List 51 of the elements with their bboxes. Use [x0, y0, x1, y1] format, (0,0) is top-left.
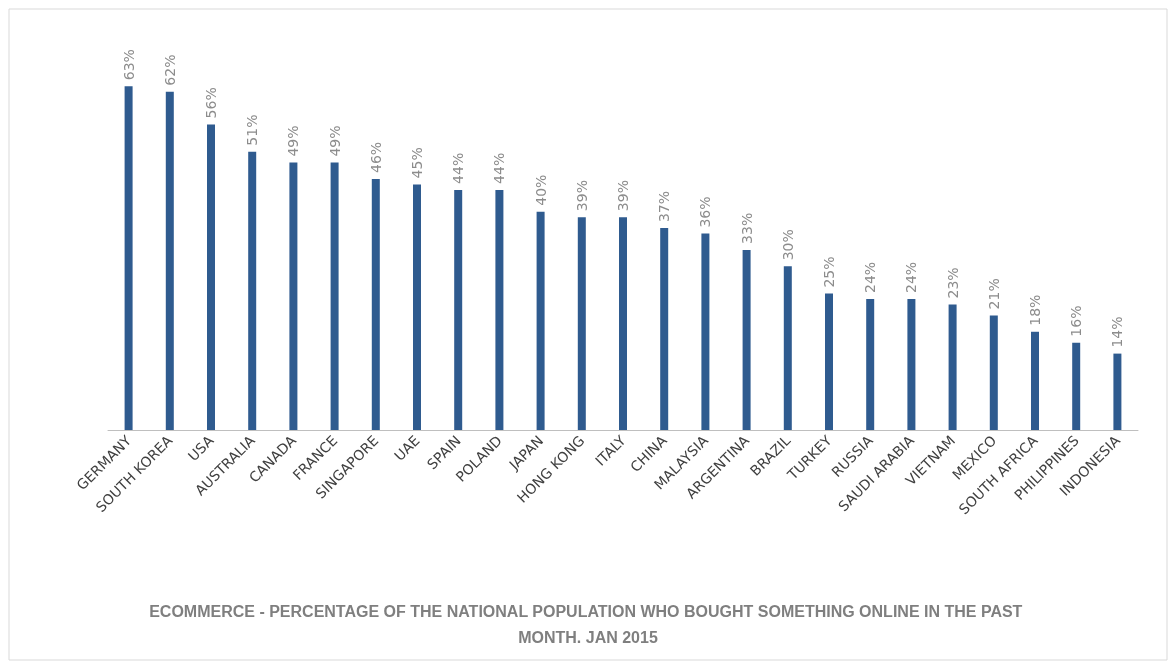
bar	[289, 162, 298, 430]
data-label: 33%	[738, 212, 755, 244]
bar	[330, 162, 339, 430]
data-label: 56%	[203, 87, 219, 119]
bar	[660, 228, 669, 430]
bar	[907, 299, 916, 430]
data-label: 30%	[779, 229, 796, 261]
data-label: 37%	[656, 190, 673, 223]
data-label: 16%	[1068, 305, 1085, 337]
bar	[454, 189, 463, 430]
data-label: 44%	[450, 152, 467, 184]
bar	[1031, 331, 1039, 430]
data-label: 23%	[944, 267, 961, 299]
data-label: 14%	[1109, 316, 1126, 348]
bar	[1072, 342, 1081, 430]
bar	[536, 211, 545, 430]
bar	[783, 266, 792, 430]
bar	[124, 86, 133, 430]
data-label: 39%	[573, 180, 590, 212]
bar	[948, 304, 957, 430]
data-label: 45%	[409, 147, 425, 179]
bar	[495, 189, 504, 430]
bar	[248, 151, 257, 430]
bar	[413, 184, 421, 430]
data-label: 51%	[244, 114, 261, 146]
data-label: 62%	[161, 54, 178, 86]
bar	[1113, 353, 1122, 430]
data-label: 36%	[697, 196, 714, 228]
data-label: 24%	[862, 261, 879, 294]
bar	[825, 293, 833, 430]
data-label: 44%	[491, 152, 508, 184]
data-label: 63%	[120, 49, 137, 81]
data-label: 25%	[821, 256, 837, 288]
bar	[866, 299, 875, 430]
data-label: 49%	[326, 125, 343, 157]
bar	[619, 217, 627, 430]
bar	[701, 233, 710, 430]
bar	[165, 91, 174, 430]
bar	[989, 315, 998, 430]
bar	[577, 217, 586, 430]
bar	[742, 249, 751, 430]
data-label: 18%	[1027, 294, 1043, 326]
data-label: 39%	[615, 180, 631, 212]
data-label: 21%	[985, 278, 1002, 310]
data-label: 46%	[367, 141, 384, 173]
text: ECOMMERCE - PERCENTAGE OF THE NATIONAL POPULATION WHO BOUGHT SOMETHING ONLINE IN THE PAST MONTH. JAN 2015	[149, 602, 1027, 646]
bar	[207, 124, 215, 430]
data-label: 40%	[532, 174, 549, 206]
data-label: 24%	[903, 261, 920, 294]
data-label: 49%	[285, 125, 302, 157]
bar	[371, 178, 380, 430]
